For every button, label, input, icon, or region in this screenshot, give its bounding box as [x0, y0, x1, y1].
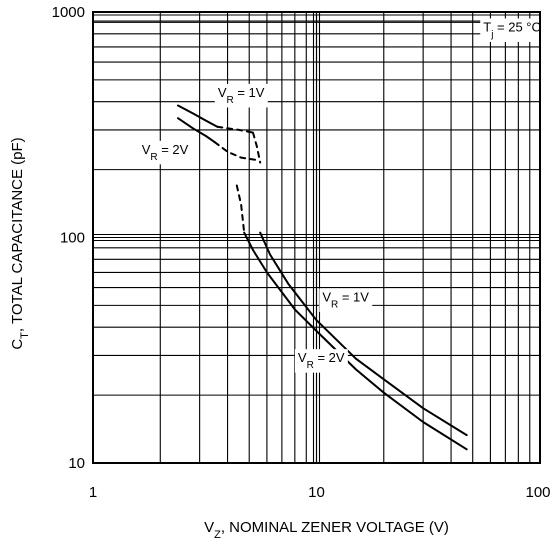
annotation-background — [214, 83, 268, 108]
y-axis-label-sub: T — [19, 332, 31, 339]
annotation-background — [138, 140, 192, 165]
annotation-rest: = 1V — [338, 290, 369, 305]
series-curve — [259, 231, 468, 437]
annotation-rest: = 1V — [234, 85, 265, 100]
y-axis-label-main: C — [9, 339, 26, 350]
annotation-background — [480, 18, 544, 42]
y-axis-label-rest: , TOTAL CAPACITANCE (pF) — [9, 137, 26, 332]
annotation-rest: = 2V — [158, 142, 189, 157]
series-curve — [235, 184, 246, 234]
annotation-background — [319, 288, 373, 313]
y-tick-label: 100 — [60, 230, 85, 247]
x-axis-label-rest: , NOMINAL ZENER VOLTAGE (V) — [221, 519, 449, 536]
annotation-label: VR = 2V — [142, 142, 189, 163]
x-axis-label-main: V — [204, 519, 214, 536]
x-tick-label: 10 — [308, 484, 325, 501]
major-gridlines — [93, 12, 540, 463]
curves — [177, 104, 468, 451]
x-axis-label: VZ, NOMINAL ZENER VOLTAGE (V) — [204, 519, 449, 541]
annotation-main: V — [218, 85, 227, 100]
annotation-label: VR = 1V — [322, 290, 369, 311]
series-curve — [243, 231, 468, 451]
annotation-rest: = 2V — [314, 350, 345, 365]
annotation-sub: j — [490, 29, 493, 40]
series-curve — [177, 104, 219, 128]
plot-frame — [92, 11, 541, 464]
annotation-main: V — [142, 142, 151, 157]
annotation-label: VR = 2V — [298, 350, 345, 371]
annotation-label: VR = 1V — [218, 85, 265, 106]
x-axis-label-sub: Z — [214, 529, 221, 541]
series-curve — [252, 131, 262, 164]
x-tick-label: 100 — [525, 484, 550, 501]
annotation-main: V — [322, 290, 331, 305]
x-tick-label: 1 — [89, 484, 97, 501]
annotation-sub: R — [307, 360, 314, 371]
annotation-background — [294, 349, 348, 373]
y-tick-label: 10 — [68, 455, 85, 472]
series-curve — [213, 141, 260, 162]
series-curve — [177, 117, 216, 144]
annotation-sub: R — [150, 151, 157, 162]
annotation-sub: R — [331, 299, 338, 310]
annotation-rest: = 25 °C — [493, 19, 540, 34]
series-curve — [216, 125, 254, 134]
annotation-label: Tj = 25 °C — [483, 19, 541, 39]
annotation-sub: R — [226, 94, 233, 105]
y-axis-label: CT, TOTAL CAPACITANCE (pF) — [9, 137, 31, 349]
y-tick-label: 1000 — [52, 4, 85, 21]
annotation-main: T — [483, 19, 491, 34]
annotation-main: V — [298, 350, 307, 365]
